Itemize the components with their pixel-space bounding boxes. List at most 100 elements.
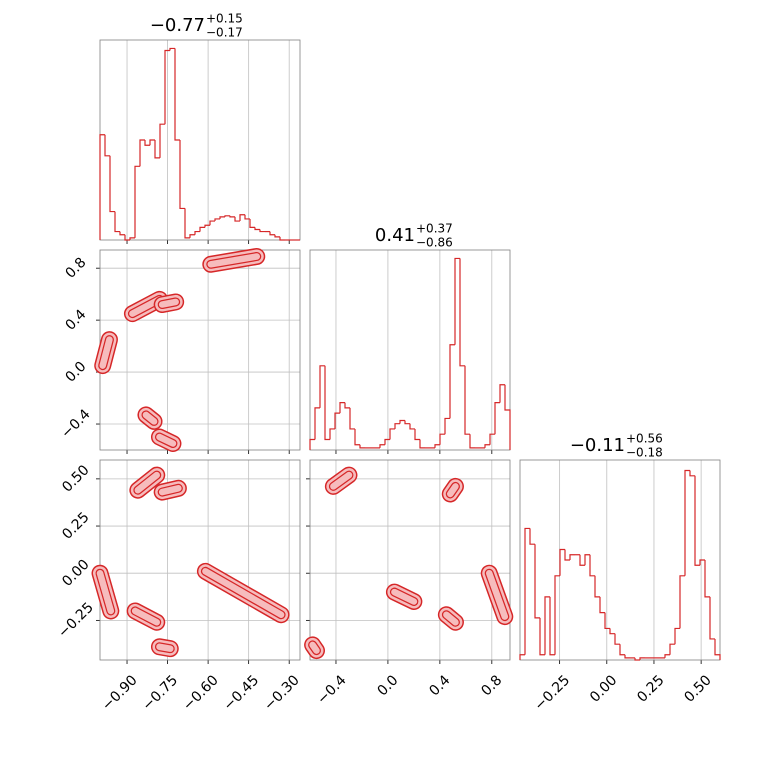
histogram-step (494, 402, 500, 435)
histogram-step (454, 257, 460, 345)
contour-blob (137, 406, 163, 430)
contour-level (96, 569, 115, 615)
panel-title: 0.41 (375, 225, 415, 246)
histogram-step (269, 231, 275, 236)
panel: 0.41 +0.37−0.86 (309, 222, 511, 454)
histogram-step (444, 417, 450, 435)
x-tick-label: −0.75 (140, 672, 182, 714)
contour-level (131, 607, 161, 626)
histogram-step (154, 140, 160, 159)
histogram-step (539, 617, 545, 656)
histogram-step (124, 234, 130, 241)
x-tick-label: −0.90 (99, 672, 141, 714)
histogram-step (104, 134, 110, 157)
histogram-step (354, 428, 360, 446)
panel-frame (99, 39, 301, 241)
histogram-step (534, 544, 540, 619)
contour-level (156, 643, 174, 652)
histogram-step (194, 230, 200, 235)
histogram-step (544, 596, 550, 655)
histogram-step (599, 596, 605, 614)
histogram-step (584, 554, 590, 566)
histogram-step (224, 215, 230, 217)
panel: −0.4 0.0 0.4 0.8 (304, 459, 514, 708)
panel-title: −0.11 (570, 435, 625, 456)
contour-level (142, 411, 158, 425)
histogram-step (709, 596, 715, 640)
histogram-step (459, 258, 465, 367)
x-tick-label: 0.0 (374, 672, 401, 699)
histogram-step (339, 402, 345, 414)
histogram-step (119, 231, 125, 236)
x-tick-label: −0.30 (261, 672, 303, 714)
panel-frame (99, 459, 301, 661)
histogram-step (174, 48, 180, 141)
title-lower-error: −0.86 (416, 236, 453, 250)
histogram-step (99, 134, 105, 240)
histogram-step (159, 123, 165, 158)
histogram-step (249, 218, 255, 228)
histogram-step (704, 560, 710, 598)
contour-level (330, 471, 353, 490)
histogram-step (579, 554, 585, 566)
histogram-step (404, 420, 410, 425)
histogram-step (409, 423, 415, 430)
contour-level (158, 298, 179, 308)
contour-level (202, 568, 285, 618)
histogram-step (379, 444, 385, 448)
histogram-step (414, 428, 420, 441)
contour-level (156, 433, 177, 447)
histogram-step (384, 438, 390, 445)
contour-level (447, 483, 459, 498)
histogram-step (594, 575, 600, 598)
contour-blob (153, 293, 185, 314)
x-tick-label: 0.8 (478, 672, 505, 699)
contour-level (443, 611, 459, 626)
histogram-step (279, 236, 285, 241)
histogram-step (169, 47, 175, 51)
x-tick-label: 0.25 (634, 672, 667, 705)
panel: −0.77 +0.15−0.17 (99, 12, 301, 244)
histogram-step (129, 237, 135, 240)
histogram-step (619, 644, 625, 656)
histogram-step (714, 638, 721, 660)
histogram-step (344, 402, 350, 409)
y-tick-label: 0.00 (59, 557, 92, 590)
histogram-step (164, 49, 170, 125)
title-upper-error: +0.37 (416, 222, 453, 236)
title-upper-error: +0.15 (206, 12, 243, 26)
title-upper-error: +0.56 (626, 432, 663, 446)
histogram-step (464, 365, 470, 435)
histogram-step (314, 407, 320, 440)
histogram-step (274, 234, 280, 238)
histogram-step (434, 444, 440, 448)
title-lower-error: −0.17 (206, 26, 243, 40)
histogram-step (334, 412, 340, 429)
x-tick-label: −0.60 (180, 672, 222, 714)
histogram-step (329, 428, 335, 440)
contour-blob (441, 477, 464, 503)
contour-blob (202, 247, 266, 273)
x-tick-label: 0.4 (426, 672, 453, 699)
y-tick-label: −0.25 (55, 600, 97, 642)
histogram-step (394, 423, 400, 429)
histogram-step (604, 612, 610, 630)
histogram-step (519, 654, 525, 660)
panel-frame (519, 459, 721, 661)
histogram-step (469, 434, 475, 449)
histogram-step (319, 365, 325, 408)
panel-frame (309, 459, 511, 661)
histogram-step (694, 475, 700, 566)
histogram-step (449, 344, 455, 419)
contour-level (158, 485, 182, 496)
histogram-step (589, 554, 595, 577)
y-tick-label: −0.4 (58, 406, 93, 441)
histogram-step (179, 140, 185, 210)
contour-blob (324, 466, 358, 495)
contour-blob (385, 583, 423, 611)
histogram-step (484, 444, 490, 448)
histogram-step (669, 643, 675, 655)
histogram-step (639, 657, 645, 660)
histogram-step (389, 428, 395, 440)
histogram-step (499, 384, 505, 403)
